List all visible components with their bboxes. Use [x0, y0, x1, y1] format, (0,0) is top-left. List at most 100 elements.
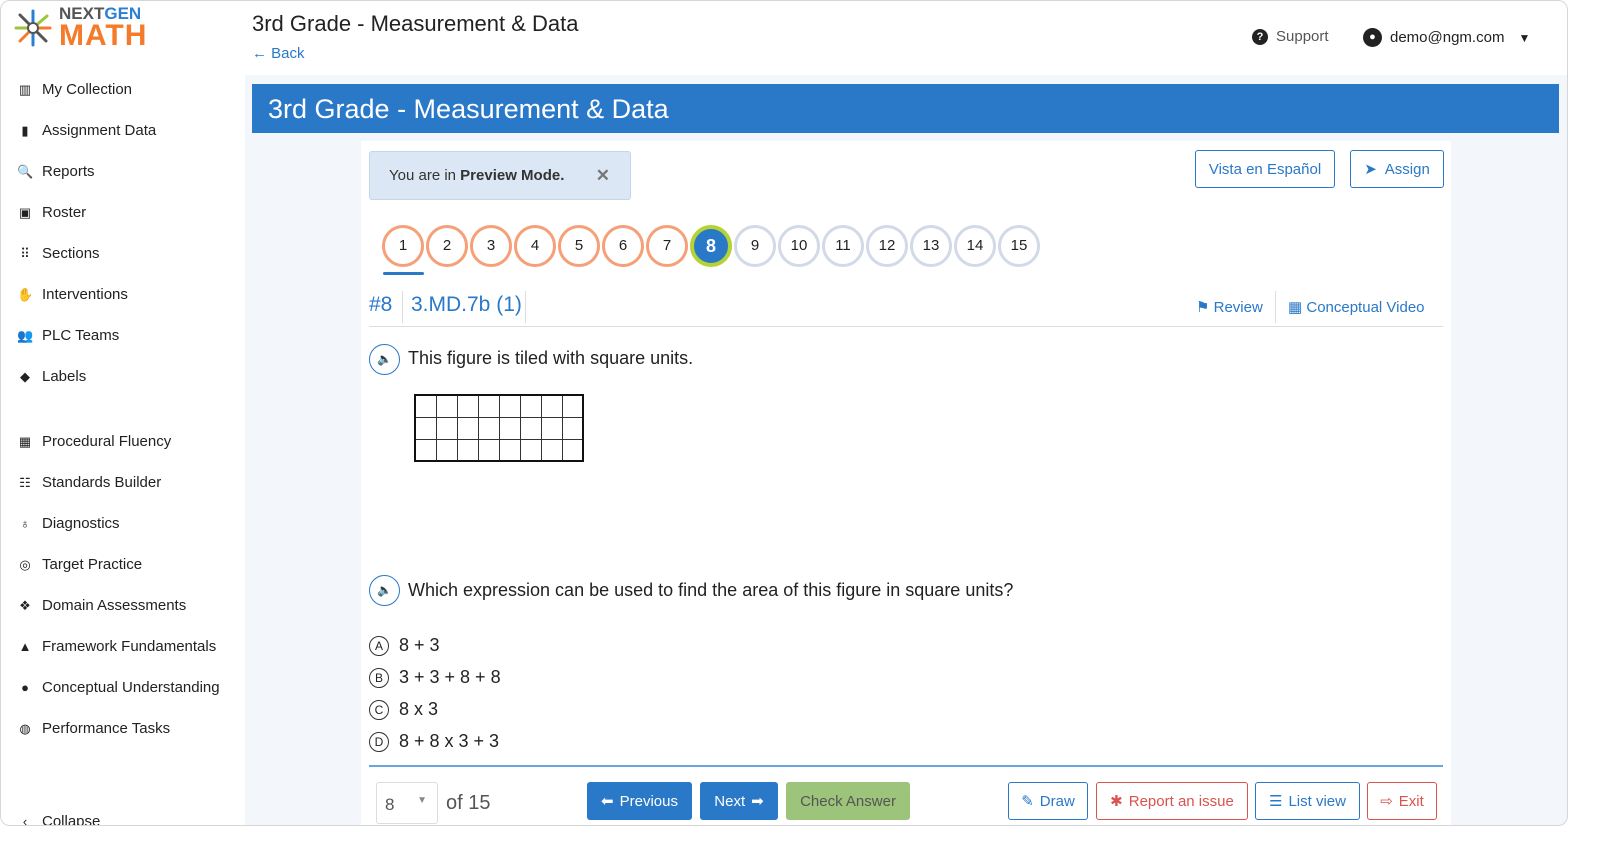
- user-menu[interactable]: ● demo@ngm.com ▼: [1363, 28, 1530, 47]
- sidebar-item-label: My Collection: [42, 81, 133, 98]
- caret-down-icon: ▼: [417, 795, 427, 806]
- sidebar-item-procedural-fluency[interactable]: ▦ Procedural Fluency: [17, 433, 171, 450]
- assign-button[interactable]: ➤ Assign: [1350, 150, 1444, 188]
- review-link[interactable]: ⚑ Review: [1196, 298, 1263, 316]
- question-nav-4[interactable]: 4: [514, 225, 556, 267]
- question-count: of 15: [446, 792, 491, 814]
- answer-choice-b[interactable]: B 3 + 3 + 8 + 8: [369, 667, 501, 688]
- question-nav-10[interactable]: 10: [778, 225, 820, 267]
- check-answer-button[interactable]: Check Answer: [786, 782, 910, 820]
- sidebar-item-label: Performance Tasks: [42, 720, 171, 737]
- users-icon: 👥: [17, 327, 34, 343]
- exit-button[interactable]: ⇨ Exit: [1367, 782, 1437, 820]
- app-window: NEXTGEN MATH ▥ My Collection ▮ Assignment D…: [0, 0, 1568, 826]
- question-nav-11[interactable]: 11: [822, 225, 864, 267]
- question-nav-2[interactable]: 2: [426, 225, 468, 267]
- sidebar-item-reports[interactable]: 🔍 Reports: [17, 163, 95, 180]
- search-report-icon: 🔍: [17, 163, 34, 179]
- sidebar-item-interventions[interactable]: ✋ Interventions: [17, 286, 128, 303]
- grid-square: [540, 438, 563, 462]
- speaker-icon[interactable]: 🔈: [369, 344, 400, 375]
- stethoscope-icon: ♁: [20, 516, 30, 531]
- paper-plane-icon: ➤: [1364, 161, 1377, 178]
- sidebar: NEXTGEN MATH ▥ My Collection ▮ Assignment D…: [1, 1, 245, 825]
- draw-button[interactable]: ✎ Draw: [1008, 782, 1088, 820]
- question-nav-7[interactable]: 7: [646, 225, 688, 267]
- standard-link[interactable]: 3.MD.7b (1): [411, 293, 522, 316]
- bug-icon: ✱: [1110, 793, 1123, 810]
- sidebar-item-target-practice[interactable]: ◎ Target Practice: [17, 556, 142, 573]
- question-prompt-1: This figure is tiled with square units.: [408, 348, 694, 368]
- sidebar-item-standards-builder[interactable]: ☷ Standards Builder: [17, 474, 161, 491]
- brain-icon: ●: [21, 680, 29, 695]
- report-issue-button[interactable]: ✱ Report an issue: [1096, 782, 1248, 820]
- sidebar-item-sections[interactable]: ⠿ Sections: [17, 245, 99, 262]
- sidebar-item-label: PLC Teams: [42, 327, 120, 344]
- close-icon[interactable]: ✕: [595, 166, 610, 185]
- choice-text: 8 + 8 x 3 + 3: [399, 731, 500, 751]
- previous-button[interactable]: ⬅ Previous: [587, 782, 692, 820]
- pencil-icon: ✎: [1021, 793, 1034, 810]
- grid-square: [519, 416, 542, 440]
- back-label: Back: [271, 45, 305, 62]
- sidebar-item-label: Target Practice: [42, 556, 143, 573]
- spanish-button[interactable]: Vista en Español: [1195, 150, 1335, 188]
- answer-choice-a[interactable]: A 8 + 3: [369, 635, 440, 656]
- grid-square: [456, 438, 479, 462]
- list-view-button[interactable]: ☰ List view: [1255, 782, 1360, 820]
- question-nav-6[interactable]: 6: [602, 225, 644, 267]
- grid-square: [435, 416, 458, 440]
- sidebar-item-label: Conceptual Understanding: [42, 679, 220, 696]
- conceptual-video-link[interactable]: ▦ Conceptual Video: [1288, 298, 1425, 316]
- choice-letter: B: [369, 667, 389, 688]
- logo-text-gen: GEN: [104, 4, 142, 23]
- sidebar-item-domain-assessments[interactable]: ❖ Domain Assessments: [17, 597, 186, 614]
- choice-text: 8 x 3: [399, 699, 439, 719]
- bar-chart-icon: ▮: [21, 122, 29, 138]
- collapse-button[interactable]: ‹ Collapse: [17, 813, 101, 825]
- question-select[interactable]: 8 ▼: [376, 782, 438, 824]
- divider: [525, 291, 526, 323]
- sidebar-item-plc-teams[interactable]: 👥 PLC Teams: [17, 327, 119, 344]
- banner-title: 3rd Grade - Measurement & Data: [252, 84, 1559, 133]
- report-label: Report an issue: [1128, 792, 1234, 810]
- sidebar-item-diagnostics[interactable]: ♁ Diagnostics: [17, 515, 119, 532]
- question-nav-8[interactable]: 8: [690, 225, 732, 267]
- books-icon: ▥: [18, 81, 32, 97]
- sidebar-item-framework-fundamentals[interactable]: ▲ Framework Fundamentals: [17, 638, 217, 655]
- answer-choice-c[interactable]: C 8 x 3: [369, 699, 438, 720]
- sidebar-item-label: Standards Builder: [42, 474, 162, 491]
- next-label: Next: [714, 792, 746, 810]
- answer-choice-d[interactable]: D 8 + 8 x 3 + 3: [369, 731, 499, 752]
- user-circle-icon: ●: [1363, 28, 1382, 47]
- film-icon: ▦: [1288, 299, 1303, 316]
- sidebar-item-label: Domain Assessments: [42, 597, 187, 614]
- sidebar-item-labels[interactable]: ◆ Labels: [17, 368, 86, 385]
- question-header: #8 3.MD.7b (1) ⚑ Review ▦ Conceptual Vid…: [369, 286, 1443, 327]
- speaker-icon[interactable]: 🔈: [369, 575, 400, 606]
- question-nav-14[interactable]: 14: [954, 225, 996, 267]
- grid-square: [498, 438, 521, 462]
- preview-mode-alert: You are in Preview Mode. ✕: [369, 151, 631, 200]
- question-nav-9[interactable]: 9: [734, 225, 776, 267]
- logo-text-math: MATH: [59, 19, 148, 52]
- sidebar-item-performance-tasks[interactable]: ◍ Performance Tasks: [17, 720, 170, 737]
- sidebar-item-label: Procedural Fluency: [42, 433, 172, 450]
- question-nav-13[interactable]: 13: [910, 225, 952, 267]
- question-nav-3[interactable]: 3: [470, 225, 512, 267]
- grid-square: [414, 438, 437, 462]
- question-nav-5[interactable]: 5: [558, 225, 600, 267]
- question-nav-15[interactable]: 15: [998, 225, 1040, 267]
- support-link[interactable]: ? Support: [1252, 28, 1329, 45]
- choice-text: 8 + 3: [399, 635, 440, 655]
- back-link[interactable]: ← Back: [252, 45, 305, 62]
- sidebar-item-conceptual-understanding[interactable]: ● Conceptual Understanding: [17, 679, 220, 696]
- check-answer-label: Check Answer: [800, 792, 896, 810]
- logo[interactable]: NEXTGEN MATH: [13, 4, 148, 52]
- question-nav-1[interactable]: 1: [382, 225, 424, 267]
- sidebar-item-my-collection[interactable]: ▥ My Collection: [17, 81, 132, 98]
- sidebar-item-assignment-data[interactable]: ▮ Assignment Data: [17, 122, 156, 139]
- next-button[interactable]: Next ➡: [700, 782, 778, 820]
- question-nav-12[interactable]: 12: [866, 225, 908, 267]
- sidebar-item-roster[interactable]: ▣ Roster: [17, 204, 86, 221]
